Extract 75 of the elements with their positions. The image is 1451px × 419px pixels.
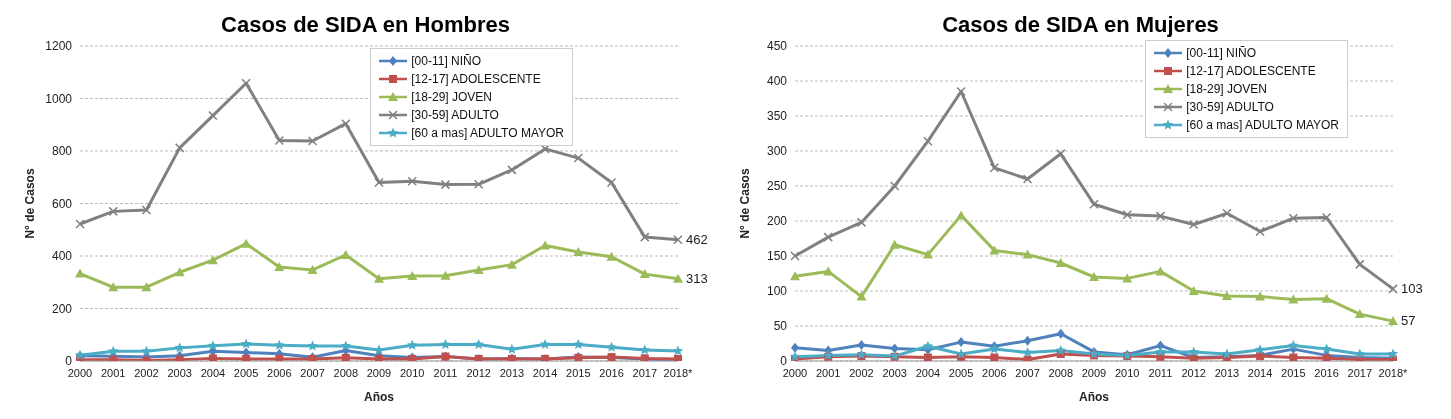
x-axis-title: Años xyxy=(364,390,395,404)
x-tick-label: 2016 xyxy=(599,366,624,379)
y-tick-label: 450 xyxy=(766,39,788,54)
y-tick-label: 600 xyxy=(51,196,73,211)
x-tick-label: 2002 xyxy=(134,366,159,379)
y-axis-title: N° de Casos xyxy=(738,168,753,239)
x-tick-label: 2010 xyxy=(399,366,425,379)
legend-label: [30-59] ADULTO xyxy=(411,107,499,124)
x-tick-label: 2015 xyxy=(566,366,591,379)
y-tick-label: 1200 xyxy=(45,39,73,54)
y-tick-label: 800 xyxy=(51,144,73,159)
x-tick-label: 2017 xyxy=(1347,366,1373,379)
x-tick-label: 2007 xyxy=(300,366,325,379)
x-tick-label: 2009 xyxy=(1081,366,1107,379)
chart-title: Casos de SIDA en Hombres xyxy=(220,12,511,38)
legend-label: [00-11] NIÑO xyxy=(1186,45,1257,62)
x-tick-label: 2013 xyxy=(1214,366,1240,379)
x-tick-label: 2005 xyxy=(233,366,259,379)
y-tick-label: 200 xyxy=(51,301,73,316)
x-tick-label: 2010 xyxy=(1114,366,1140,379)
x-tick-label: 2003 xyxy=(167,366,192,379)
x-tick-label: 2004 xyxy=(200,366,226,379)
x-tick-label: 2000 xyxy=(782,366,808,379)
data-label: 462 xyxy=(686,231,708,247)
x-tick-label: 2002 xyxy=(849,366,874,379)
data-label: 103 xyxy=(1401,280,1423,296)
x-tick-label: 2014 xyxy=(532,366,558,379)
y-tick-label: 400 xyxy=(766,74,788,89)
x-tick-label: 2015 xyxy=(1281,366,1306,379)
x-tick-label: 2016 xyxy=(1314,366,1339,379)
y-tick-label: 100 xyxy=(766,284,788,299)
x-axis-title: Años xyxy=(1079,390,1110,404)
data-label: 57 xyxy=(1401,313,1416,329)
x-tick-label: 2006 xyxy=(982,366,1007,379)
chart-title: Casos de SIDA en Mujeres xyxy=(941,12,1220,38)
y-tick-label: 50 xyxy=(773,319,788,334)
y-tick-label: 300 xyxy=(766,144,788,159)
x-tick-label: 2003 xyxy=(882,366,907,379)
legend-label: [30-59] ADULTO xyxy=(1186,99,1274,116)
x-tick-label: 2018* xyxy=(663,366,694,379)
x-tick-label: 2009 xyxy=(366,366,392,379)
x-tick-label: 2012 xyxy=(1181,366,1206,379)
x-tick-label: 2001 xyxy=(815,366,841,379)
x-tick-label: 2005 xyxy=(948,366,974,379)
x-tick-label: 2004 xyxy=(915,366,941,379)
y-axis-title: N° de Casos xyxy=(23,168,38,239)
y-tick-label: 200 xyxy=(766,214,788,229)
y-tick-label: 150 xyxy=(766,249,788,264)
legend-label: [00-11] NIÑO xyxy=(411,53,482,70)
x-tick-label: 2008 xyxy=(1048,366,1074,379)
x-tick-label: 2011 xyxy=(1148,366,1173,379)
x-tick-label: 2014 xyxy=(1247,366,1273,379)
x-tick-label: 2007 xyxy=(1015,366,1040,379)
legend-label: [12-17] ADOLESCENTE xyxy=(1186,63,1316,80)
data-label: 313 xyxy=(686,270,708,286)
y-tick-label: 0 xyxy=(65,354,73,369)
x-tick-label: 2001 xyxy=(100,366,126,379)
y-tick-label: 350 xyxy=(766,109,788,124)
x-tick-label: 2013 xyxy=(499,366,525,379)
legend-label: [60 a mas] ADULTO MAYOR xyxy=(411,125,564,142)
x-tick-label: 2006 xyxy=(267,366,292,379)
x-tick-label: 2000 xyxy=(67,366,93,379)
x-tick-label: 2012 xyxy=(466,366,491,379)
x-tick-label: 2017 xyxy=(632,366,658,379)
legend-label: [18-29] JOVEN xyxy=(411,89,492,106)
y-tick-label: 400 xyxy=(51,249,73,264)
x-tick-label: 2008 xyxy=(333,366,359,379)
x-tick-label: 2018* xyxy=(1378,366,1409,379)
legend-label: [12-17] ADOLESCENTE xyxy=(411,71,541,88)
y-tick-label: 1000 xyxy=(45,91,73,106)
legend-label: [18-29] JOVEN xyxy=(1186,81,1267,98)
legend-label: [60 a mas] ADULTO MAYOR xyxy=(1186,117,1339,134)
x-tick-label: 2011 xyxy=(433,366,458,379)
y-tick-label: 0 xyxy=(780,354,788,369)
y-tick-label: 250 xyxy=(766,179,788,194)
